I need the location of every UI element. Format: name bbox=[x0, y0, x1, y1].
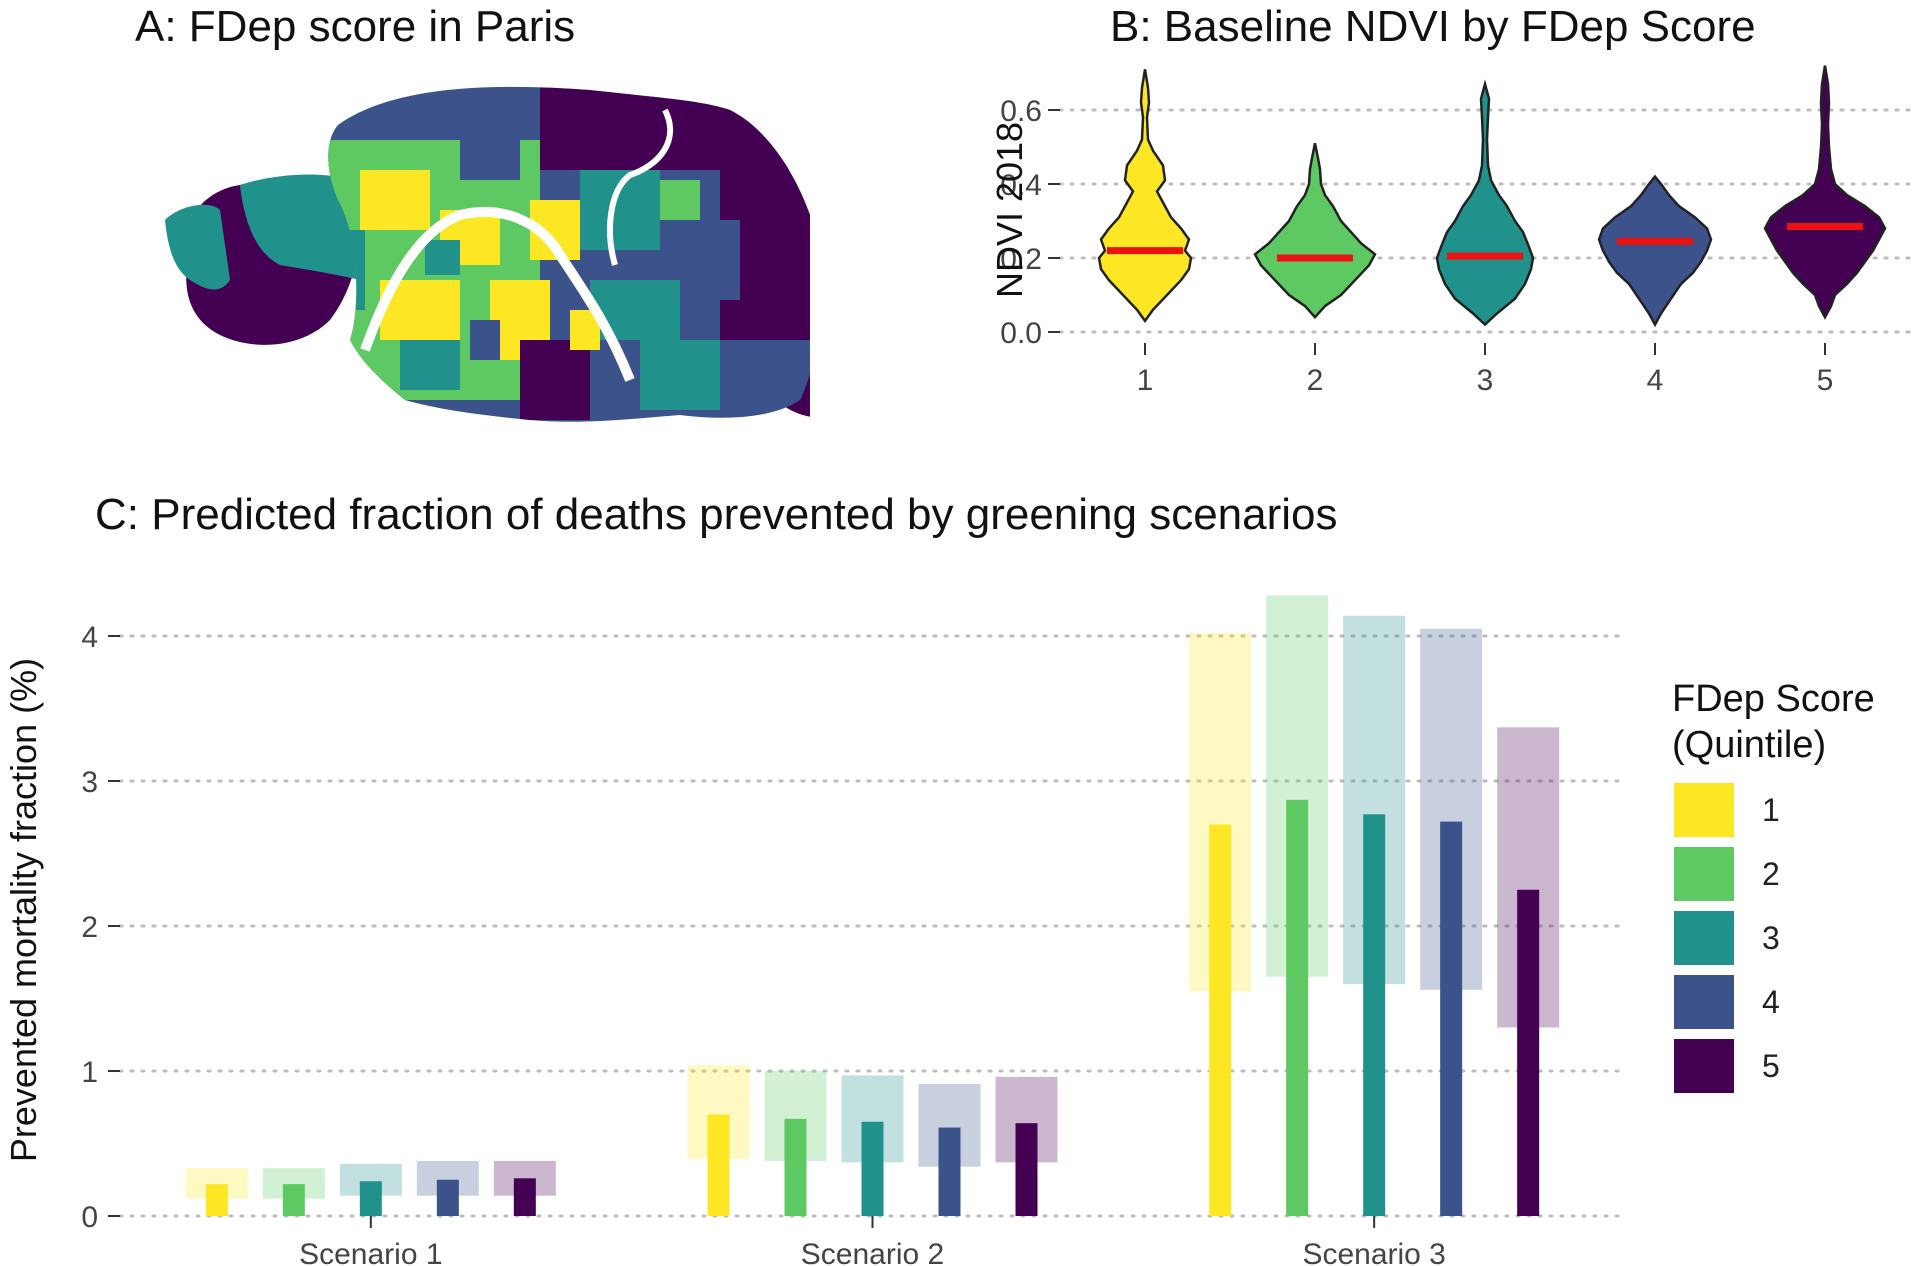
b-y-axis-label: NDVI 2018 bbox=[989, 122, 1030, 298]
legend-label: 3 bbox=[1762, 919, 1780, 956]
b-y-tick-label: 0.0 bbox=[1000, 317, 1042, 350]
legend-swatch bbox=[1672, 1037, 1736, 1095]
legend-swatch bbox=[1672, 781, 1736, 839]
map-west-wood-teal bbox=[165, 204, 230, 290]
legend-swatch bbox=[1672, 845, 1736, 903]
c-axes: 0 1 2 3 4 Scenario 1 Scenario 2 Scenario 3 bbox=[81, 621, 1446, 1266]
legend-swatch bbox=[1672, 973, 1736, 1031]
c-y-tick-label: 2 bbox=[81, 911, 98, 944]
panel-a-title: A: FDep score in Paris bbox=[135, 2, 576, 51]
b-violins bbox=[1097, 65, 1887, 328]
legend-item-1: 1 bbox=[1672, 778, 1875, 842]
c-y-tick-label: 3 bbox=[81, 766, 98, 799]
c-bar-scenario-2-q1 bbox=[707, 1114, 730, 1216]
legend-label: 1 bbox=[1762, 791, 1780, 828]
map-canal bbox=[607, 108, 673, 266]
b-violin-5 bbox=[1763, 65, 1887, 320]
c-bar-scenario-3-q5 bbox=[1517, 889, 1540, 1216]
b-gridlines bbox=[1058, 108, 1912, 334]
legend-title-line1: FDep Score bbox=[1672, 678, 1875, 720]
prevented-mortality-bar-chart: 0 1 2 3 4 Scenario 1 Scenario 2 Scenario 3 Prev… bbox=[3, 595, 1627, 1266]
c-bar-scenario-3-q2 bbox=[1286, 799, 1309, 1216]
panel-c-title: C: Predicted fraction of deaths prevente… bbox=[95, 490, 1338, 539]
c-bar-scenario-1-q1 bbox=[205, 1184, 228, 1216]
legend-item-2: 2 bbox=[1672, 842, 1875, 906]
legend-item-5: 5 bbox=[1672, 1034, 1875, 1098]
b-x-tick-label: 2 bbox=[1307, 364, 1324, 397]
c-bar-scenario-1-q5 bbox=[513, 1178, 536, 1216]
c-bar-scenario-2-q4 bbox=[938, 1127, 961, 1216]
c-x-tick-label: Scenario 3 bbox=[1302, 1238, 1445, 1266]
legend: FDep Score (Quintile) 1 2 3 4 5 bbox=[1672, 676, 1875, 1098]
c-y-tick-label: 0 bbox=[81, 1201, 98, 1234]
c-x-tick-label: Scenario 2 bbox=[801, 1238, 944, 1266]
b-y-tick-label: 0.6 bbox=[1000, 95, 1042, 128]
map-west-teal-band bbox=[240, 174, 360, 280]
c-bar-scenario-1-q3 bbox=[359, 1181, 382, 1216]
legend-item-4: 4 bbox=[1672, 970, 1875, 1034]
b-x-tick-label: 4 bbox=[1647, 364, 1664, 397]
c-y-axis-label: Prevented mortality fraction (%) bbox=[3, 658, 44, 1162]
c-bar-scenario-3-q1 bbox=[1209, 824, 1232, 1216]
b-x-tick-label: 3 bbox=[1477, 364, 1494, 397]
b-violin-2 bbox=[1253, 143, 1377, 320]
c-bar-scenario-3-q4 bbox=[1440, 821, 1463, 1216]
legend-items: 1 2 3 4 5 bbox=[1672, 778, 1875, 1098]
c-bar-scenario-1-q4 bbox=[436, 1179, 459, 1216]
legend-label: 5 bbox=[1762, 1047, 1780, 1084]
panel-b-title: B: Baseline NDVI by FDep Score bbox=[1110, 2, 1756, 51]
b-x-tick-label: 1 bbox=[1137, 364, 1154, 397]
c-y-tick-label: 1 bbox=[81, 1056, 98, 1089]
map-districts bbox=[328, 86, 810, 420]
b-violin-1 bbox=[1097, 69, 1193, 324]
legend-title-line2: (Quintile) bbox=[1672, 724, 1827, 766]
c-bar-scenario-3-q3 bbox=[1363, 814, 1386, 1216]
c-bar-scenario-1-q2 bbox=[282, 1184, 305, 1216]
paris-fdep-map bbox=[165, 86, 810, 422]
b-violin-3 bbox=[1435, 79, 1535, 327]
ndvi-violin-chart: 0.0 0.2 0.4 0.6 1 2 3 4 5 NDVI 2018 bbox=[989, 65, 1912, 397]
c-y-tick-label: 4 bbox=[81, 621, 98, 654]
b-x-tick-label: 5 bbox=[1817, 364, 1834, 397]
legend-label: 4 bbox=[1762, 983, 1780, 1020]
b-axes: 0.0 0.2 0.4 0.6 1 2 3 4 5 bbox=[1000, 95, 1833, 397]
b-violin-4 bbox=[1597, 174, 1713, 328]
b-y-tick-label: 0.4 bbox=[1000, 169, 1042, 202]
c-bar-scenario-2-q3 bbox=[861, 1121, 884, 1216]
b-y-tick-label: 0.2 bbox=[1000, 243, 1042, 276]
c-x-tick-label: Scenario 1 bbox=[299, 1238, 442, 1266]
c-bar-scenario-2-q5 bbox=[1015, 1123, 1038, 1216]
c-bar-scenario-2-q2 bbox=[784, 1118, 807, 1216]
legend-swatch bbox=[1672, 909, 1736, 967]
legend-item-3: 3 bbox=[1672, 906, 1875, 970]
c-bars bbox=[185, 595, 1560, 1216]
map-seine-river bbox=[360, 207, 635, 382]
legend-label: 2 bbox=[1762, 855, 1780, 892]
